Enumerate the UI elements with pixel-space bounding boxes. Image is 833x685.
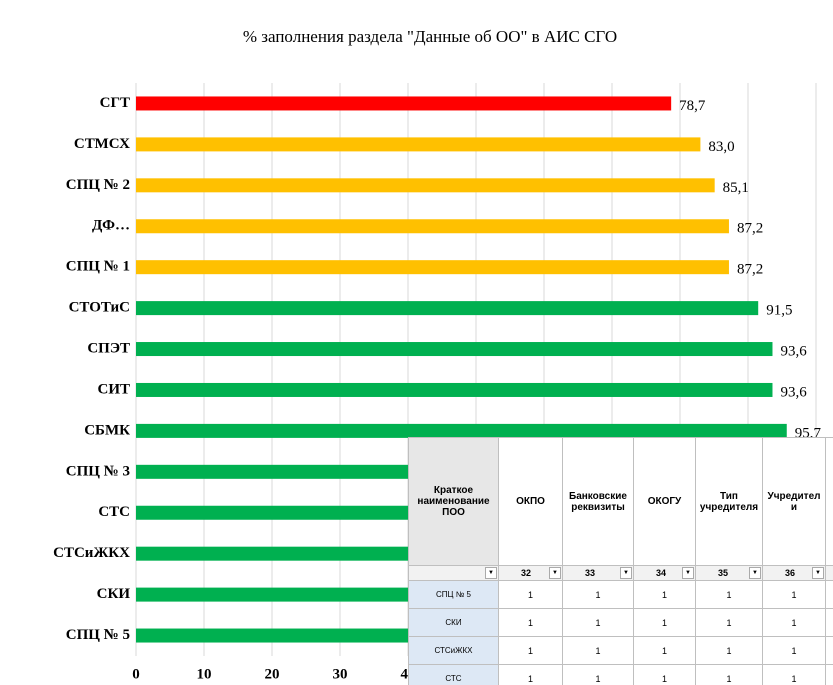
column-number: 32 xyxy=(521,568,532,578)
y-tick-label: СПЦ № 3 xyxy=(66,463,130,479)
y-tick-label: СПЭТ xyxy=(87,340,130,356)
cell-cut xyxy=(825,664,833,685)
header-cell: Учредители xyxy=(762,437,826,566)
number-cell: 34 ▼ xyxy=(633,565,696,581)
cell: 1 xyxy=(762,664,826,685)
cell-cut xyxy=(825,608,833,637)
bar xyxy=(136,219,729,234)
bar xyxy=(136,260,729,275)
number-cell: 35 ▼ xyxy=(695,565,763,581)
x-tick-label: 20 xyxy=(265,666,280,682)
column-number: 34 xyxy=(656,568,667,578)
cell: 1 xyxy=(762,608,826,637)
y-tick-label: ДФ… xyxy=(92,218,130,234)
column-number: 33 xyxy=(585,568,596,578)
cell-cut xyxy=(825,636,833,665)
y-tick-label: СИТ xyxy=(97,381,130,397)
cell-cut xyxy=(825,580,833,609)
bar xyxy=(136,342,773,357)
data-row: СКИ 1 1 1 1 1 xyxy=(408,608,833,637)
header-cell: Тип учредителя xyxy=(695,437,763,566)
data-row: СТС 1 1 1 1 1 xyxy=(408,664,833,685)
cell: 1 xyxy=(633,636,696,665)
cell: СТС xyxy=(408,664,499,685)
cell: СТСиЖКХ xyxy=(408,636,499,665)
data-label: 83,0 xyxy=(708,139,734,155)
cell: СПЦ № 5 xyxy=(408,580,499,609)
number-cell: 33 ▼ xyxy=(562,565,634,581)
number-cell-cut xyxy=(825,565,833,581)
cell: 1 xyxy=(562,664,634,685)
y-tick-label: СПЦ № 1 xyxy=(66,259,130,275)
chart-title: % заполнения раздела "Данные об ОО" в АИ… xyxy=(243,27,617,46)
cell: 1 xyxy=(762,580,826,609)
cell: 1 xyxy=(695,664,763,685)
filter-button[interactable]: ▼ xyxy=(620,567,632,579)
column-number: 35 xyxy=(718,568,729,578)
header-cell: Краткое наименование ПОО xyxy=(408,437,499,566)
x-tick-label: 0 xyxy=(132,666,140,682)
x-tick-label: 10 xyxy=(197,666,212,682)
cell: 1 xyxy=(498,580,563,609)
number-cell: 32 ▼ xyxy=(498,565,563,581)
data-row: СТСиЖКХ 1 1 1 1 1 xyxy=(408,636,833,665)
y-tick-label: СПЦ № 2 xyxy=(66,177,130,193)
cell: 1 xyxy=(633,580,696,609)
filter-button[interactable]: ▼ xyxy=(485,567,497,579)
bar xyxy=(136,178,715,193)
cell: 1 xyxy=(562,580,634,609)
cell: 1 xyxy=(633,608,696,637)
cell: СКИ xyxy=(408,608,499,637)
bar xyxy=(136,137,701,152)
header-cell: ОКОГУ xyxy=(633,437,696,566)
filter-button[interactable]: ▼ xyxy=(682,567,694,579)
header-cell-cut xyxy=(825,437,833,566)
cell: 1 xyxy=(498,664,563,685)
bar xyxy=(136,382,773,397)
cell: 1 xyxy=(695,636,763,665)
data-label: 87,2 xyxy=(737,221,763,237)
data-label: 93,6 xyxy=(780,384,807,400)
filter-button[interactable]: ▼ xyxy=(549,567,561,579)
filter-button[interactable]: ▼ xyxy=(749,567,761,579)
header-cell: Банковские реквизиты xyxy=(562,437,634,566)
data-label: 78,7 xyxy=(679,98,706,114)
header-row: Краткое наименование ПОО ОКПО Банковские р… xyxy=(408,437,833,566)
y-tick-label: СТС xyxy=(98,504,130,520)
bar xyxy=(136,301,759,316)
x-tick-label: 30 xyxy=(333,666,348,682)
cell: 1 xyxy=(762,636,826,665)
table: Краткое наименование ПОО ОКПО Банковские р… xyxy=(408,437,833,685)
table-screenshot: Краткое наименование ПОО ОКПО Банковские р… xyxy=(408,437,833,685)
cell: 1 xyxy=(562,608,634,637)
filter-button[interactable]: ▼ xyxy=(812,567,824,579)
number-row: ▼ 32 ▼ 33 ▼ 34 ▼ 35 ▼ 36 ▼ xyxy=(408,565,833,581)
y-tick-label: СБМК xyxy=(84,422,130,438)
cell: 1 xyxy=(498,608,563,637)
number-cell: 36 ▼ xyxy=(762,565,826,581)
cell: 1 xyxy=(633,664,696,685)
column-number: 36 xyxy=(785,568,796,578)
y-tick-label: СТМСХ xyxy=(74,136,130,152)
y-tick-label: СКИ xyxy=(97,586,131,602)
data-label: 91,5 xyxy=(766,303,792,319)
y-tick-label: СГТ xyxy=(100,95,130,111)
bar xyxy=(136,96,672,111)
y-tick-label: СТОТиС xyxy=(69,300,130,316)
y-tick-label: СТСиЖКХ xyxy=(53,545,130,561)
cell: 1 xyxy=(562,636,634,665)
y-tick-label: СПЦ № 5 xyxy=(66,627,130,643)
data-label: 87,2 xyxy=(737,262,763,278)
number-cell: ▼ xyxy=(408,565,499,581)
data-label: 93,6 xyxy=(780,343,807,359)
data-label: 85,1 xyxy=(723,180,749,196)
cell: 1 xyxy=(695,580,763,609)
cell: 1 xyxy=(498,636,563,665)
cell: 1 xyxy=(695,608,763,637)
header-cell: ОКПО xyxy=(498,437,563,566)
bar xyxy=(136,423,787,438)
